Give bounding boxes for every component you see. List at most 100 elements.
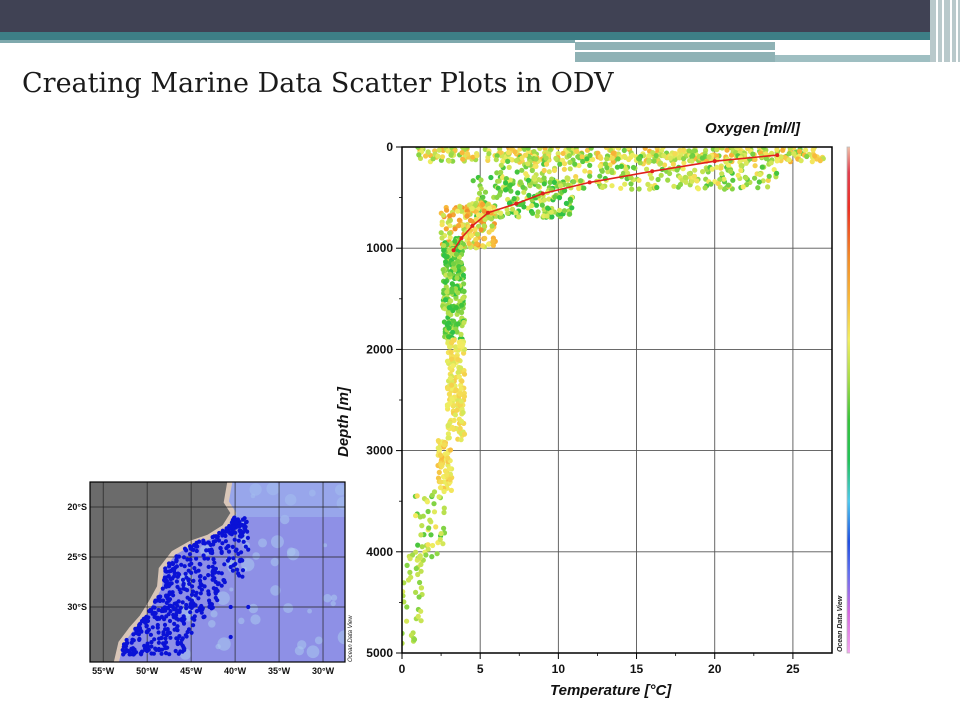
station-point: [164, 614, 169, 619]
data-point: [614, 164, 620, 170]
data-point: [757, 171, 763, 178]
data-point: [597, 173, 603, 179]
data-point: [508, 188, 514, 194]
data-point: [438, 230, 444, 236]
station-point: [163, 640, 169, 645]
station-point: [182, 646, 187, 651]
station-point: [220, 533, 225, 538]
data-point: [486, 151, 492, 157]
data-point: [482, 235, 488, 241]
data-point: [620, 170, 627, 176]
station-point: [179, 637, 184, 642]
data-point: [472, 226, 478, 232]
station-point: [175, 636, 180, 641]
data-point: [474, 153, 480, 159]
station-point: [181, 555, 187, 560]
ocean-shade: [294, 646, 304, 656]
data-point: [543, 155, 549, 161]
y-tick-label: 1000: [366, 241, 393, 255]
station-point: [187, 552, 193, 557]
header-bar: [0, 0, 960, 32]
data-point: [516, 214, 522, 220]
data-point: [455, 369, 461, 376]
station-point: [168, 635, 173, 640]
data-point: [446, 391, 452, 397]
data-point: [551, 167, 558, 173]
data-point: [700, 169, 706, 175]
station-point: [228, 564, 233, 570]
data-point: [461, 281, 467, 287]
station-point: [165, 645, 170, 650]
data-point: [546, 169, 552, 175]
station-point: [181, 586, 186, 591]
data-point: [440, 267, 446, 273]
ocean-shade: [323, 594, 332, 603]
data-point: [402, 589, 406, 595]
data-point: [470, 178, 476, 184]
data-point: [580, 158, 586, 165]
ocean-shade: [210, 610, 218, 618]
data-point: [506, 200, 513, 206]
data-point: [413, 513, 419, 519]
station-point: [228, 524, 233, 530]
station-point: [206, 540, 211, 545]
station-point: [242, 525, 247, 530]
station-point: [240, 574, 245, 579]
station-point: [194, 548, 199, 554]
data-point: [435, 438, 441, 444]
station-point: [171, 593, 176, 598]
station-point: [194, 556, 199, 561]
station-point: [178, 590, 183, 595]
data-point: [447, 217, 453, 223]
data-point: [537, 147, 543, 151]
station-point: [229, 520, 234, 525]
data-point: [460, 156, 466, 162]
data-point: [480, 201, 486, 207]
station-point: [189, 570, 194, 575]
data-point: [486, 229, 492, 235]
station-point: [233, 548, 238, 553]
station-point: [186, 627, 192, 632]
station-point: [157, 636, 162, 641]
data-point: [517, 179, 523, 186]
station-point: [216, 538, 222, 543]
data-point: [415, 613, 421, 619]
data-point: [419, 523, 425, 529]
data-point: [674, 167, 680, 173]
data-point: [443, 284, 449, 290]
data-point: [725, 182, 731, 188]
data-point: [798, 158, 804, 164]
data-point: [418, 585, 425, 591]
ocean-shade: [241, 558, 255, 572]
x-axis-ticks: 0 5 10 15 20 25: [399, 653, 800, 676]
y-tick-label: 4000: [366, 545, 393, 559]
station-point: [159, 651, 164, 656]
station-point: [234, 520, 239, 525]
data-point: [454, 407, 460, 413]
station-point: [187, 597, 192, 602]
data-point: [466, 240, 472, 247]
data-point: [447, 234, 453, 241]
data-point: [447, 271, 453, 277]
station-point: [206, 591, 211, 596]
ocean-shade: [306, 645, 320, 659]
ocean-shade: [330, 594, 338, 601]
data-point: [402, 580, 407, 586]
data-point: [590, 156, 596, 163]
ocean-shade: [330, 600, 336, 607]
data-point: [774, 170, 780, 176]
station-point: [190, 584, 195, 589]
data-point: [721, 176, 727, 182]
data-point: [464, 151, 470, 157]
ocean-shade: [337, 630, 345, 645]
station-point: [167, 652, 172, 657]
station-point: [164, 605, 169, 610]
station-point: [211, 586, 216, 591]
station-point: [219, 583, 224, 588]
ocean-shade: [226, 482, 345, 517]
profile-point: [514, 201, 519, 206]
data-point: [436, 469, 442, 475]
station-point: [166, 584, 171, 589]
data-point: [448, 298, 454, 304]
data-point: [667, 155, 673, 161]
